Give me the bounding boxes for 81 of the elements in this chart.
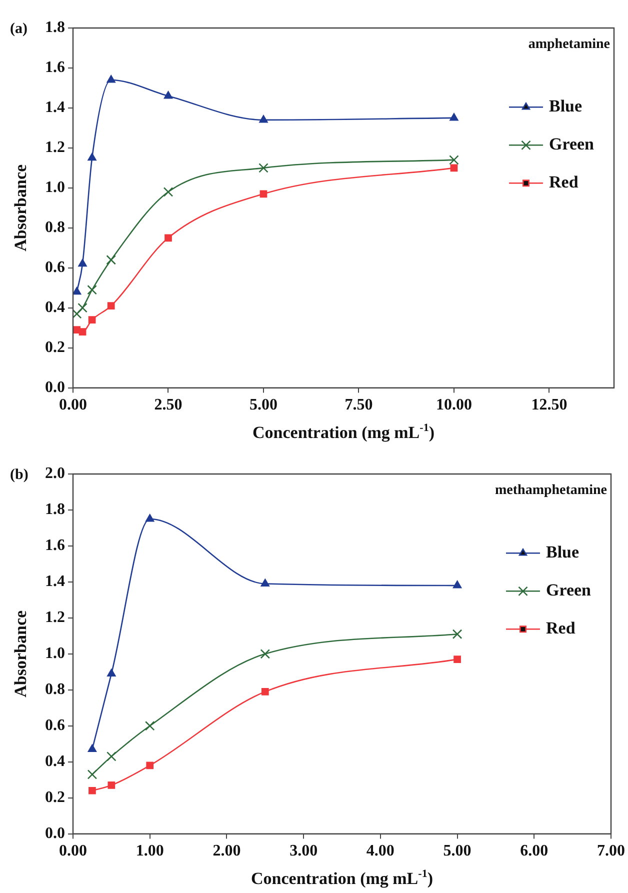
point [450,164,458,172]
y-tick-label: 0.0 [45,824,65,842]
point [259,114,268,123]
point [88,152,96,161]
point [107,302,115,310]
y-tick-label: 2.0 [45,465,65,482]
point [449,155,459,165]
point [106,752,116,762]
point [87,284,97,295]
y-tick-label: 1.8 [45,19,65,36]
point [258,163,268,173]
y-tick-label: 1.6 [45,59,65,76]
point [88,786,96,794]
y-tick-label: 1.0 [45,645,65,662]
x-tick-label: 0.00 [59,396,87,414]
y-tick-label: 0.0 [45,378,65,396]
y-tick-label: 1.4 [45,573,65,590]
point [454,656,461,663]
chart-title: (b) [10,467,28,483]
y-tick-label: 1.8 [45,501,65,518]
point [163,187,174,197]
x-tick-label: 12.50 [531,396,568,414]
point [452,580,462,588]
x-tick-label: 0.00 [59,842,87,860]
point [73,286,82,295]
y-tick-label: 0.4 [45,298,65,316]
y-tick-label: 0.8 [45,681,65,698]
point [106,74,116,83]
y-tick-label: 1.4 [45,99,65,116]
legend-label: Red [549,172,579,192]
point [78,258,87,267]
y-tick-label: 0.6 [45,259,65,276]
y-tick-label: 1.0 [45,179,65,196]
y-axis-title: Absorbance [11,610,30,698]
point [452,629,462,640]
point [78,328,86,336]
annotation: amphetamine [528,37,610,52]
point [146,762,154,770]
x-tick-label: 1.00 [136,842,164,860]
legend-label: Green [549,134,595,154]
x-tick-label: 6.00 [520,842,548,860]
x-tick-label: 4.00 [366,842,394,860]
point [260,190,268,198]
x-tick-label: 2.50 [154,396,182,414]
point [145,514,154,522]
point [164,234,172,242]
point [164,90,173,99]
point [144,720,155,731]
x-tick-label: 5.00 [249,396,278,414]
point [107,668,116,676]
x-tick-label: 10.00 [436,396,472,414]
x-tick-label: 7.00 [597,842,625,860]
y-tick-label: 0.4 [45,752,65,770]
x-tick-label: 5.00 [443,842,472,860]
legend-label: Blue [546,542,580,562]
x-tick-label: 7.50 [344,396,373,414]
y-tick-label: 0.2 [45,338,65,356]
chart-title: (a) [10,21,28,37]
annotation: methamphetamine [495,483,607,498]
y-tick-label: 0.2 [45,788,65,806]
legend-label: Blue [549,96,583,116]
legend-label: Green [546,580,592,600]
point [108,782,116,789]
y-tick-label: 0.8 [45,219,65,236]
y-tick-label: 1.6 [45,537,65,554]
point [87,770,98,780]
point [106,254,116,265]
point [260,649,270,659]
x-tick-label: 3.00 [290,842,318,860]
point [73,308,82,319]
point [450,112,458,121]
point [260,578,270,586]
legend-label: Red [546,618,576,638]
point [261,688,269,696]
y-tick-label: 0.6 [45,717,65,734]
point [88,744,97,752]
y-tick-label: 1.2 [45,139,65,156]
y-tick-label: 1.2 [45,609,65,626]
x-tick-label: 2.00 [212,842,241,860]
point [88,316,96,324]
y-axis-title: Absorbance [11,164,30,252]
